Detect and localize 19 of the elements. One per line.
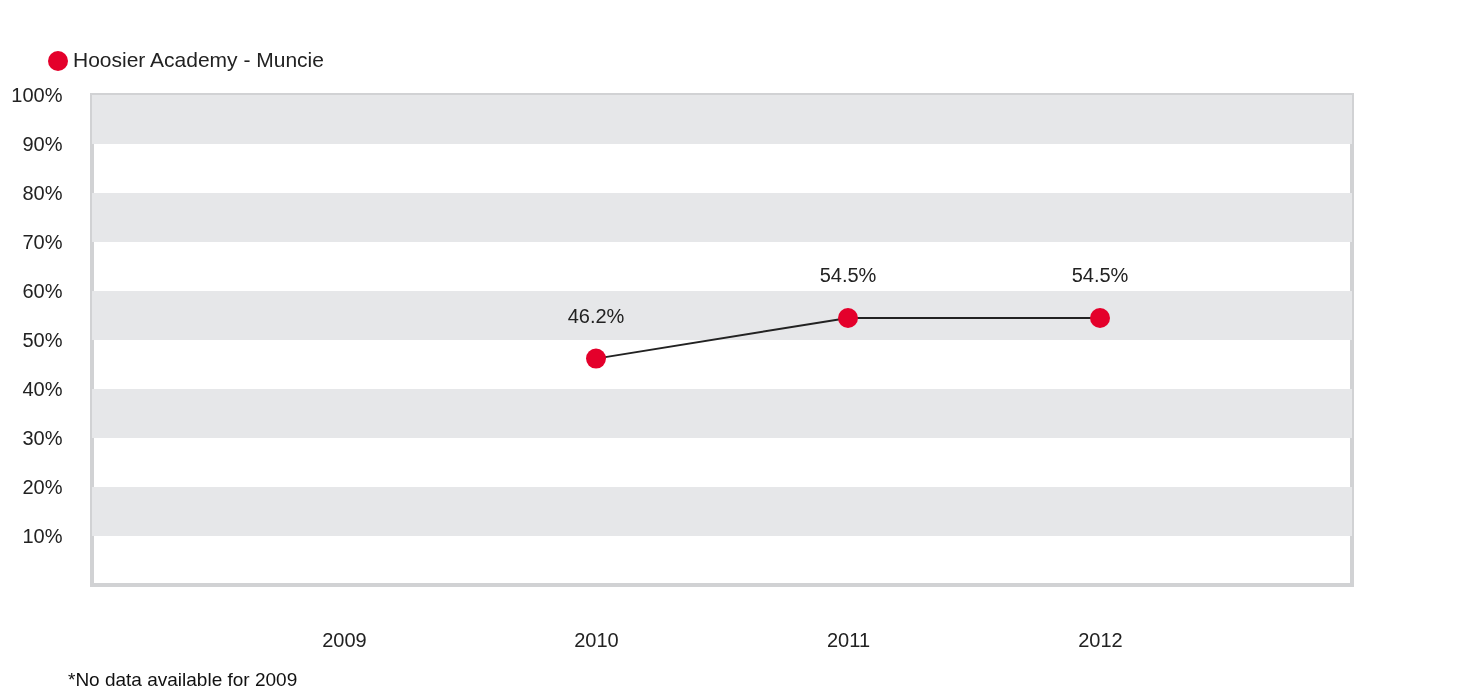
x-tick-label: 2012 xyxy=(1078,628,1123,651)
data-label: 54.5% xyxy=(1071,263,1129,286)
y-tick-label: 90% xyxy=(22,132,63,155)
y-tick-label: 40% xyxy=(22,377,63,400)
y-tick-label: 20% xyxy=(22,475,63,498)
x-tick-label: 2011 xyxy=(826,628,871,651)
y-tick-label: 60% xyxy=(22,279,63,302)
x-tick-label: 2010 xyxy=(574,628,619,651)
y-tick-label: 100% xyxy=(11,83,63,106)
y-tick-label: 80% xyxy=(22,181,63,204)
y-tick-label: 70% xyxy=(22,230,63,253)
y-tick-label: 10% xyxy=(22,524,63,547)
data-label: 54.5% xyxy=(819,263,877,286)
x-tick-label: 2009 xyxy=(322,628,367,651)
data-label: 46.2% xyxy=(567,304,625,327)
legend-label: Hoosier Academy - Muncie xyxy=(73,48,324,71)
y-tick-label: 30% xyxy=(22,426,63,449)
text: *No data available for 2009 xyxy=(68,669,298,690)
y-tick-label: 50% xyxy=(22,328,63,351)
